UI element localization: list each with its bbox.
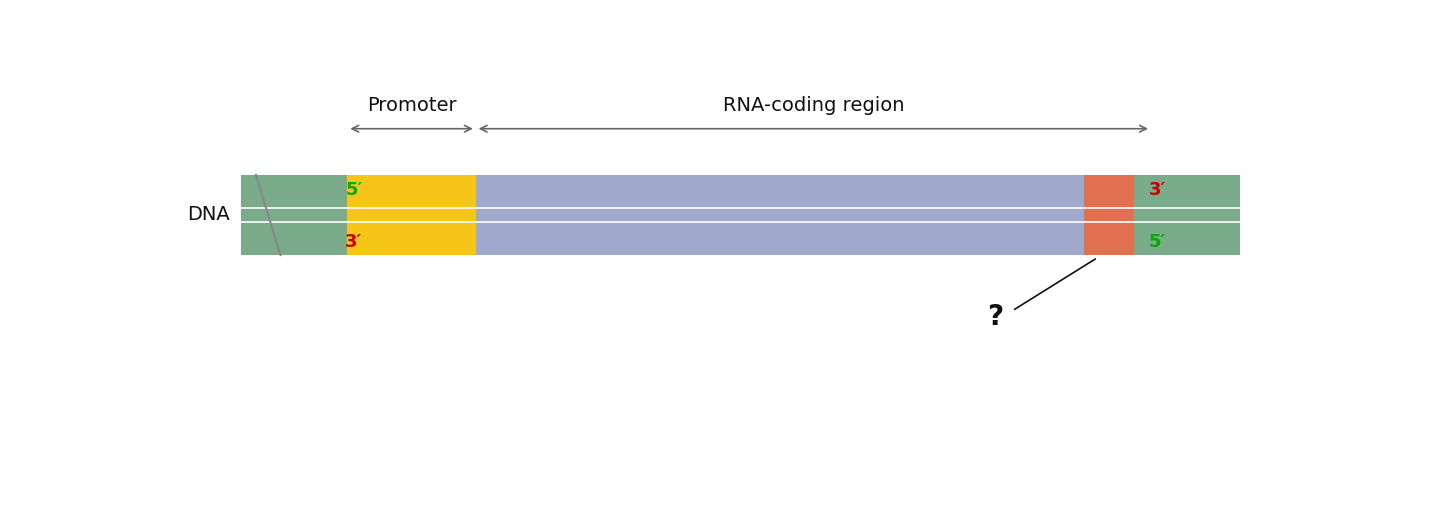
Text: RNA-coding region: RNA-coding region bbox=[723, 96, 904, 115]
Text: Promoter: Promoter bbox=[367, 96, 456, 115]
Bar bbox=[347, 175, 475, 255]
Text: 3′: 3′ bbox=[346, 233, 363, 251]
Bar bbox=[1084, 175, 1151, 255]
Bar bbox=[242, 175, 347, 255]
Text: DNA: DNA bbox=[187, 205, 230, 225]
Text: 5′: 5′ bbox=[1149, 233, 1166, 251]
Text: 3′: 3′ bbox=[1149, 181, 1166, 199]
Text: ?: ? bbox=[986, 303, 1002, 331]
Bar bbox=[475, 175, 1135, 255]
Bar bbox=[1135, 175, 1240, 255]
Text: 5′: 5′ bbox=[346, 181, 363, 199]
